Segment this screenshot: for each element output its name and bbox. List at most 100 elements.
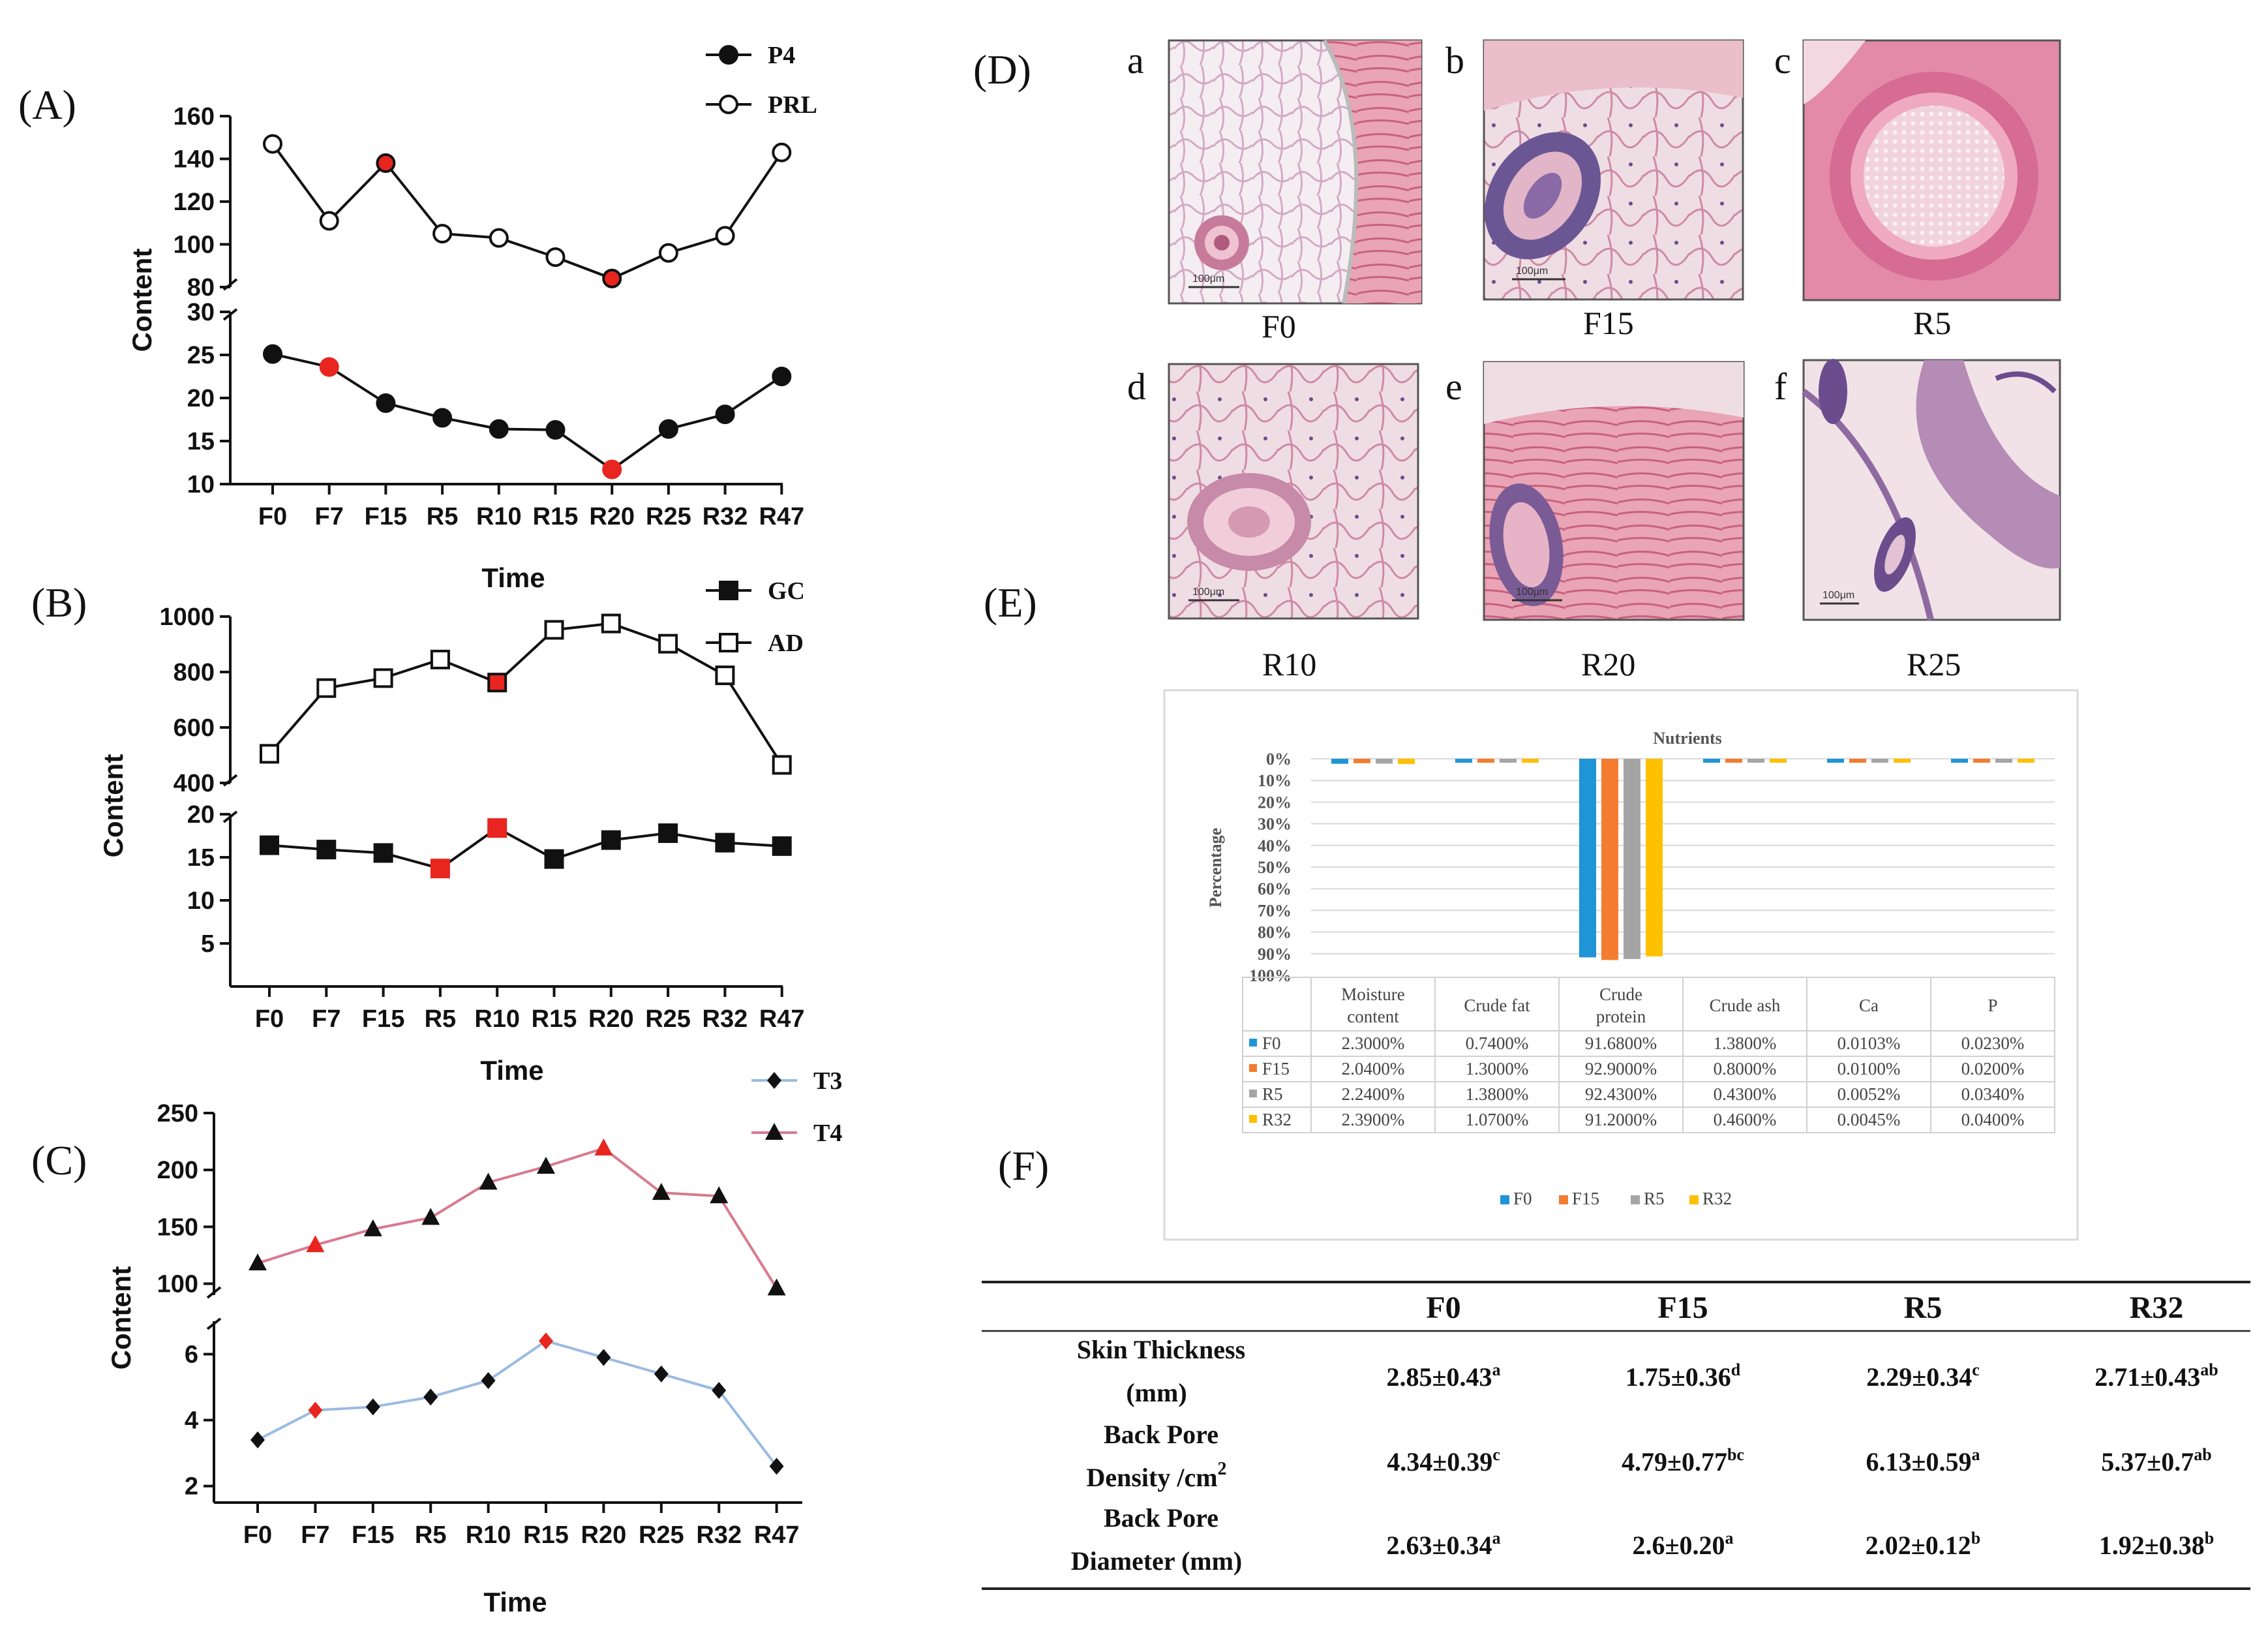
cell-value: 2.6±0.20 xyxy=(1633,1531,1725,1560)
series-line-t3 xyxy=(257,1339,778,1467)
series-line-gc xyxy=(269,826,782,870)
y-tick-label: 25 xyxy=(187,342,215,369)
x-tick-label: R32 xyxy=(703,503,748,530)
data-cell: 0.0103% xyxy=(1837,1033,1901,1053)
data-point-t3 xyxy=(481,1371,496,1389)
data-cell: 1.0700% xyxy=(1466,1110,1529,1129)
bar-f0 xyxy=(1703,759,1720,763)
x-tick-label: R10 xyxy=(476,503,522,530)
x-tick-label: R25 xyxy=(646,503,691,530)
histology-image-f15: 100μm xyxy=(1483,39,1744,301)
data-point-ad xyxy=(373,668,393,688)
data-point-p4 xyxy=(489,419,509,439)
data-cell: 1.3000% xyxy=(1466,1059,1529,1078)
legend-key xyxy=(1249,1090,1257,1097)
series-line-ad xyxy=(268,622,783,766)
y-tick-label: 150 xyxy=(157,1214,198,1241)
data-cell: 0.8000% xyxy=(1714,1059,1777,1078)
y-tick-label: 20 xyxy=(187,385,215,412)
y-tick-label: 90% xyxy=(1258,945,1292,964)
data-point-prl xyxy=(263,134,282,154)
data-point-gc xyxy=(715,833,735,853)
histology-image-r20: 100μm xyxy=(1483,361,1745,621)
x-tick-label: R47 xyxy=(759,1005,805,1033)
data-point-t4 xyxy=(479,1172,498,1190)
data-cell: 91.6800% xyxy=(1585,1033,1657,1053)
legend-label: GC xyxy=(768,577,805,605)
cell-superscript: ab xyxy=(2194,1445,2211,1464)
data-point-p4 xyxy=(432,408,453,428)
panel-f-table: (F) F0 F15 R5 R32 Skin Thickness (mm) 2.85±0.4… xyxy=(982,1142,2250,1590)
table-cell: 5.37±0.7ab xyxy=(2101,1445,2211,1476)
data-point-t4 xyxy=(306,1235,325,1253)
data-point-ad xyxy=(487,673,507,693)
data-point-p4 xyxy=(602,459,622,480)
y-tick-label: 10 xyxy=(187,887,215,915)
x-axis-title: Time xyxy=(481,562,545,593)
bar-r5 xyxy=(1500,759,1517,763)
y-axis-title: Content xyxy=(98,754,129,858)
y-tick-label: 200 xyxy=(157,1157,198,1184)
y-axis-title: Content xyxy=(106,1266,136,1370)
legend-label: R32 xyxy=(1702,1189,1732,1208)
scale-bar-label: 100μm xyxy=(1822,590,1854,601)
legend-key xyxy=(1559,1195,1568,1204)
data-point-t3 xyxy=(539,1332,553,1350)
x-tick-label: F15 xyxy=(365,503,407,530)
y-tick-label: 80 xyxy=(187,274,215,301)
y-tick-label: 10 xyxy=(187,471,215,498)
legend-label: AD xyxy=(768,630,804,657)
bar-f0 xyxy=(1331,759,1348,764)
axis-break-mark xyxy=(206,1286,222,1299)
y-tick-label: 100 xyxy=(157,1271,198,1298)
x-axis-title: Time xyxy=(480,1055,543,1086)
x-tick-label: R10 xyxy=(474,1005,520,1033)
data-point-prl xyxy=(432,224,453,244)
cell-superscript: ab xyxy=(2200,1360,2218,1379)
data-point-gc xyxy=(260,835,279,855)
table-cell: 2.71±0.43ab xyxy=(2094,1360,2218,1392)
cell-superscript: c xyxy=(1972,1360,1980,1379)
category-label: Crude ash xyxy=(1710,996,1781,1015)
cell-value: 2.29±0.34 xyxy=(1866,1362,1972,1392)
cell-value: 4.34±0.39 xyxy=(1387,1447,1492,1476)
table-cell: 6.13±0.59a xyxy=(1866,1445,1980,1476)
legend-marker xyxy=(767,1072,781,1089)
x-tick-label: R5 xyxy=(425,1005,457,1033)
histology-image-r5 xyxy=(1802,39,2061,301)
axis-break-mark xyxy=(222,308,238,321)
data-cell: 0.0230% xyxy=(1961,1033,2025,1053)
legend-key xyxy=(1249,1039,1257,1047)
series-line-prl xyxy=(271,143,783,281)
panel-c-chart: (C) 250 200 150 100 6 4 2 F0 F7 F15 R5 R10 R15 R20 R25… xyxy=(31,1067,842,1617)
data-point-prl xyxy=(658,243,678,263)
data-point-t3 xyxy=(654,1365,669,1383)
data-point-gc xyxy=(601,830,621,850)
cell-superscript: c xyxy=(1492,1445,1500,1464)
data-cell: 0.0200% xyxy=(1961,1059,2025,1078)
cell-superscript: d xyxy=(1731,1360,1741,1379)
y-tick-label: 10% xyxy=(1258,771,1292,790)
scale-bar-label: 100μm xyxy=(1516,266,1548,277)
data-point-p4 xyxy=(715,405,735,425)
data-point-prl xyxy=(715,226,735,246)
data-point-ad xyxy=(601,613,621,634)
x-tick-label: R20 xyxy=(581,1521,627,1549)
y-tick-label: 6 xyxy=(185,1341,198,1369)
bar-f15 xyxy=(1849,759,1866,763)
bar-f15 xyxy=(1973,759,1990,763)
data-point-ad xyxy=(544,620,564,640)
y-tick-label: 160 xyxy=(174,103,215,130)
panel-d-histology: (D) a 100μm F0 b 100μm F15 c xyxy=(973,39,2061,682)
bar-f0 xyxy=(1827,759,1844,763)
histology-caption-r25: R25 xyxy=(1907,646,1961,682)
data-point-ad xyxy=(715,665,735,686)
series-label: F15 xyxy=(1262,1059,1290,1078)
table-column-header: R32 xyxy=(2130,1291,2184,1325)
data-point-prl xyxy=(319,211,339,231)
y-tick-label: 800 xyxy=(174,659,215,686)
y-tick-label: 600 xyxy=(174,714,215,742)
data-cell: 92.9000% xyxy=(1585,1059,1657,1078)
data-cell: 1.3800% xyxy=(1466,1084,1529,1104)
data-point-t3 xyxy=(308,1401,323,1419)
